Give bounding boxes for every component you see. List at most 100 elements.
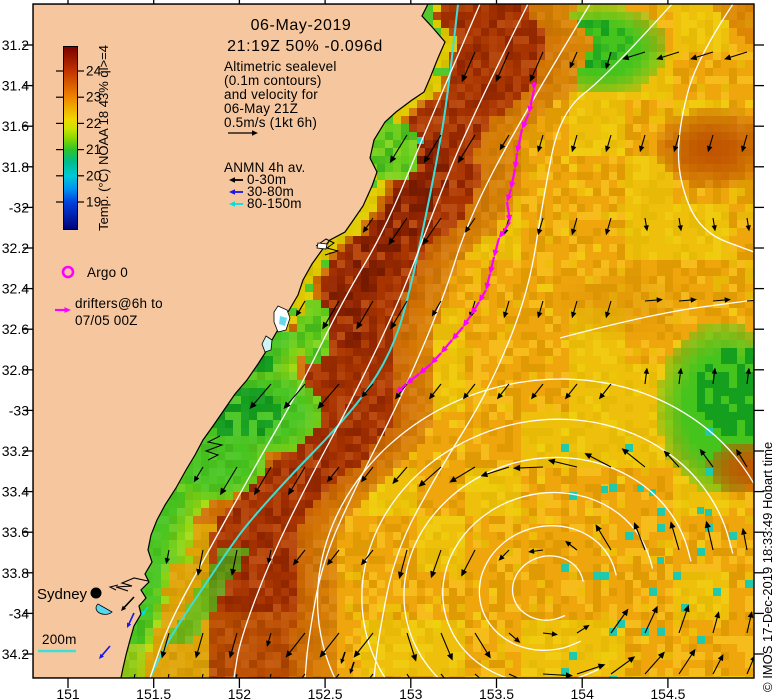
velocity-arrow bbox=[430, 383, 442, 397]
velocity-arrow bbox=[452, 466, 476, 481]
velocity-arrow bbox=[517, 466, 544, 469]
velocity-arrow bbox=[484, 466, 510, 476]
contour-line bbox=[373, 4, 673, 678]
colorbar-tick-label: 24 bbox=[86, 64, 102, 79]
caption-line-2: (0.1m contours) bbox=[224, 73, 322, 88]
colorbar-title: Temp. (°C) NOAA 18 43% ql>=4 bbox=[96, 45, 111, 231]
velocity-arrow bbox=[230, 632, 238, 655]
anmn-item-label: 30-80m bbox=[247, 184, 294, 199]
velocity-arrow bbox=[597, 527, 612, 551]
coastal-feature bbox=[315, 238, 340, 256]
lat-tick-label: -34 bbox=[9, 605, 29, 621]
lat-tick-label: 33.8 bbox=[2, 565, 29, 581]
velocity-arrow bbox=[390, 217, 408, 242]
lat-tick-label: 32.2 bbox=[2, 240, 29, 256]
mooring-arrows bbox=[99, 596, 355, 674]
coastal-feature bbox=[279, 316, 287, 326]
argo-float-icon bbox=[61, 265, 75, 279]
velocity-scale-arrow bbox=[228, 130, 258, 136]
velocity-arrow bbox=[421, 466, 442, 485]
velocity-arrow bbox=[328, 549, 340, 563]
map-title-line1: 06-May-2019 bbox=[251, 17, 352, 34]
lat-tick-label: 32.6 bbox=[2, 321, 29, 337]
coastal-features bbox=[95, 238, 340, 615]
eddy-contour-line bbox=[403, 456, 692, 678]
velocity-arrow bbox=[462, 549, 476, 574]
eddy-contour-line bbox=[511, 555, 584, 621]
velocity-arrow bbox=[406, 632, 416, 658]
velocity-arrow bbox=[255, 466, 272, 492]
caption-line-1: Altimetric sealevel bbox=[224, 59, 337, 74]
contour-line bbox=[559, 299, 754, 339]
caption-line-4: 06-May 21Z bbox=[224, 101, 298, 116]
sealevel-contours bbox=[149, 4, 754, 678]
velocity-arrow bbox=[319, 383, 340, 407]
lon-tick-label: 154 bbox=[571, 686, 595, 700]
velocity-arrow bbox=[610, 611, 627, 634]
mooring-arrow bbox=[122, 596, 135, 610]
velocity-arrow bbox=[746, 657, 754, 675]
city-label: Sydney bbox=[37, 586, 88, 603]
contour-line bbox=[304, 4, 591, 678]
velocity-arrow bbox=[742, 531, 748, 551]
caption-line-3: and velocity for bbox=[224, 87, 318, 102]
plot-frame bbox=[32, 3, 755, 679]
cold-spot bbox=[697, 507, 704, 514]
drifter-track bbox=[396, 82, 538, 393]
coastal-feature bbox=[316, 242, 328, 250]
land-coastline bbox=[33, 4, 446, 678]
lat-tick-label: 31.8 bbox=[2, 159, 29, 175]
contour-line bbox=[149, 4, 481, 678]
lon-tick-label: 152.5 bbox=[308, 686, 343, 700]
velocity-arrow bbox=[542, 673, 569, 677]
velocity-arrow bbox=[251, 383, 272, 407]
mooring-arrow bbox=[127, 612, 135, 626]
colorbar-tick-label: 21 bbox=[86, 142, 101, 157]
velocity-arrow bbox=[232, 549, 238, 573]
caption-line-5: 0.5m/s (1kt 6h) bbox=[224, 115, 317, 130]
velocity-arrow bbox=[600, 383, 612, 397]
anmn-item-label: 0-30m bbox=[247, 172, 286, 187]
velocity-arrow bbox=[355, 632, 374, 655]
velocity-arrow bbox=[532, 383, 544, 397]
lat-tick-label: 31.6 bbox=[2, 118, 29, 134]
velocity-arrow bbox=[644, 654, 663, 675]
coastal-feature bbox=[108, 584, 119, 591]
velocity-arrow bbox=[289, 466, 306, 492]
velocity-arrow bbox=[712, 614, 719, 634]
velocity-arrow bbox=[294, 549, 306, 563]
velocity-arrow bbox=[737, 452, 748, 468]
velocity-arrow bbox=[498, 383, 510, 397]
velocity-arrow bbox=[701, 451, 714, 468]
drifters-label-line1: drifters@6h to bbox=[75, 296, 163, 311]
velocity-arrow bbox=[678, 608, 688, 634]
velocity-arrow bbox=[474, 673, 481, 678]
lat-tick-label: -32 bbox=[9, 199, 29, 215]
lon-tick-label: 153.5 bbox=[479, 686, 514, 700]
lon-tick-label: 153 bbox=[399, 686, 423, 700]
velocity-arrow bbox=[587, 454, 612, 468]
lat-tick-label: 31.4 bbox=[2, 78, 29, 94]
velocity-arrow bbox=[508, 673, 520, 678]
colorbar-tick-label: 19 bbox=[86, 195, 101, 210]
drifter-arrow bbox=[516, 128, 524, 150]
velocity-arrow bbox=[566, 383, 578, 397]
isobath-200m-line bbox=[149, 4, 459, 678]
velocity-arrow bbox=[678, 652, 694, 675]
velocity-arrow bbox=[462, 51, 476, 79]
velocity-arrow bbox=[665, 452, 680, 468]
velocity-arrow bbox=[727, 51, 748, 59]
velocity-arrow bbox=[440, 632, 452, 658]
colorbar: 24 23 22 21 20 19 bbox=[56, 46, 102, 230]
land-polygon bbox=[33, 4, 446, 678]
velocity-arrow bbox=[362, 549, 374, 563]
velocity-arrow bbox=[321, 632, 340, 655]
cold-spot bbox=[637, 485, 644, 492]
velocity-arrow bbox=[198, 549, 204, 573]
lat-tick-label: 32.8 bbox=[2, 362, 29, 378]
lon-tick-label: 151.5 bbox=[136, 686, 171, 700]
velocity-arrow bbox=[399, 549, 408, 576]
velocity-arrow bbox=[746, 614, 752, 634]
velocity-arrow bbox=[693, 51, 714, 59]
